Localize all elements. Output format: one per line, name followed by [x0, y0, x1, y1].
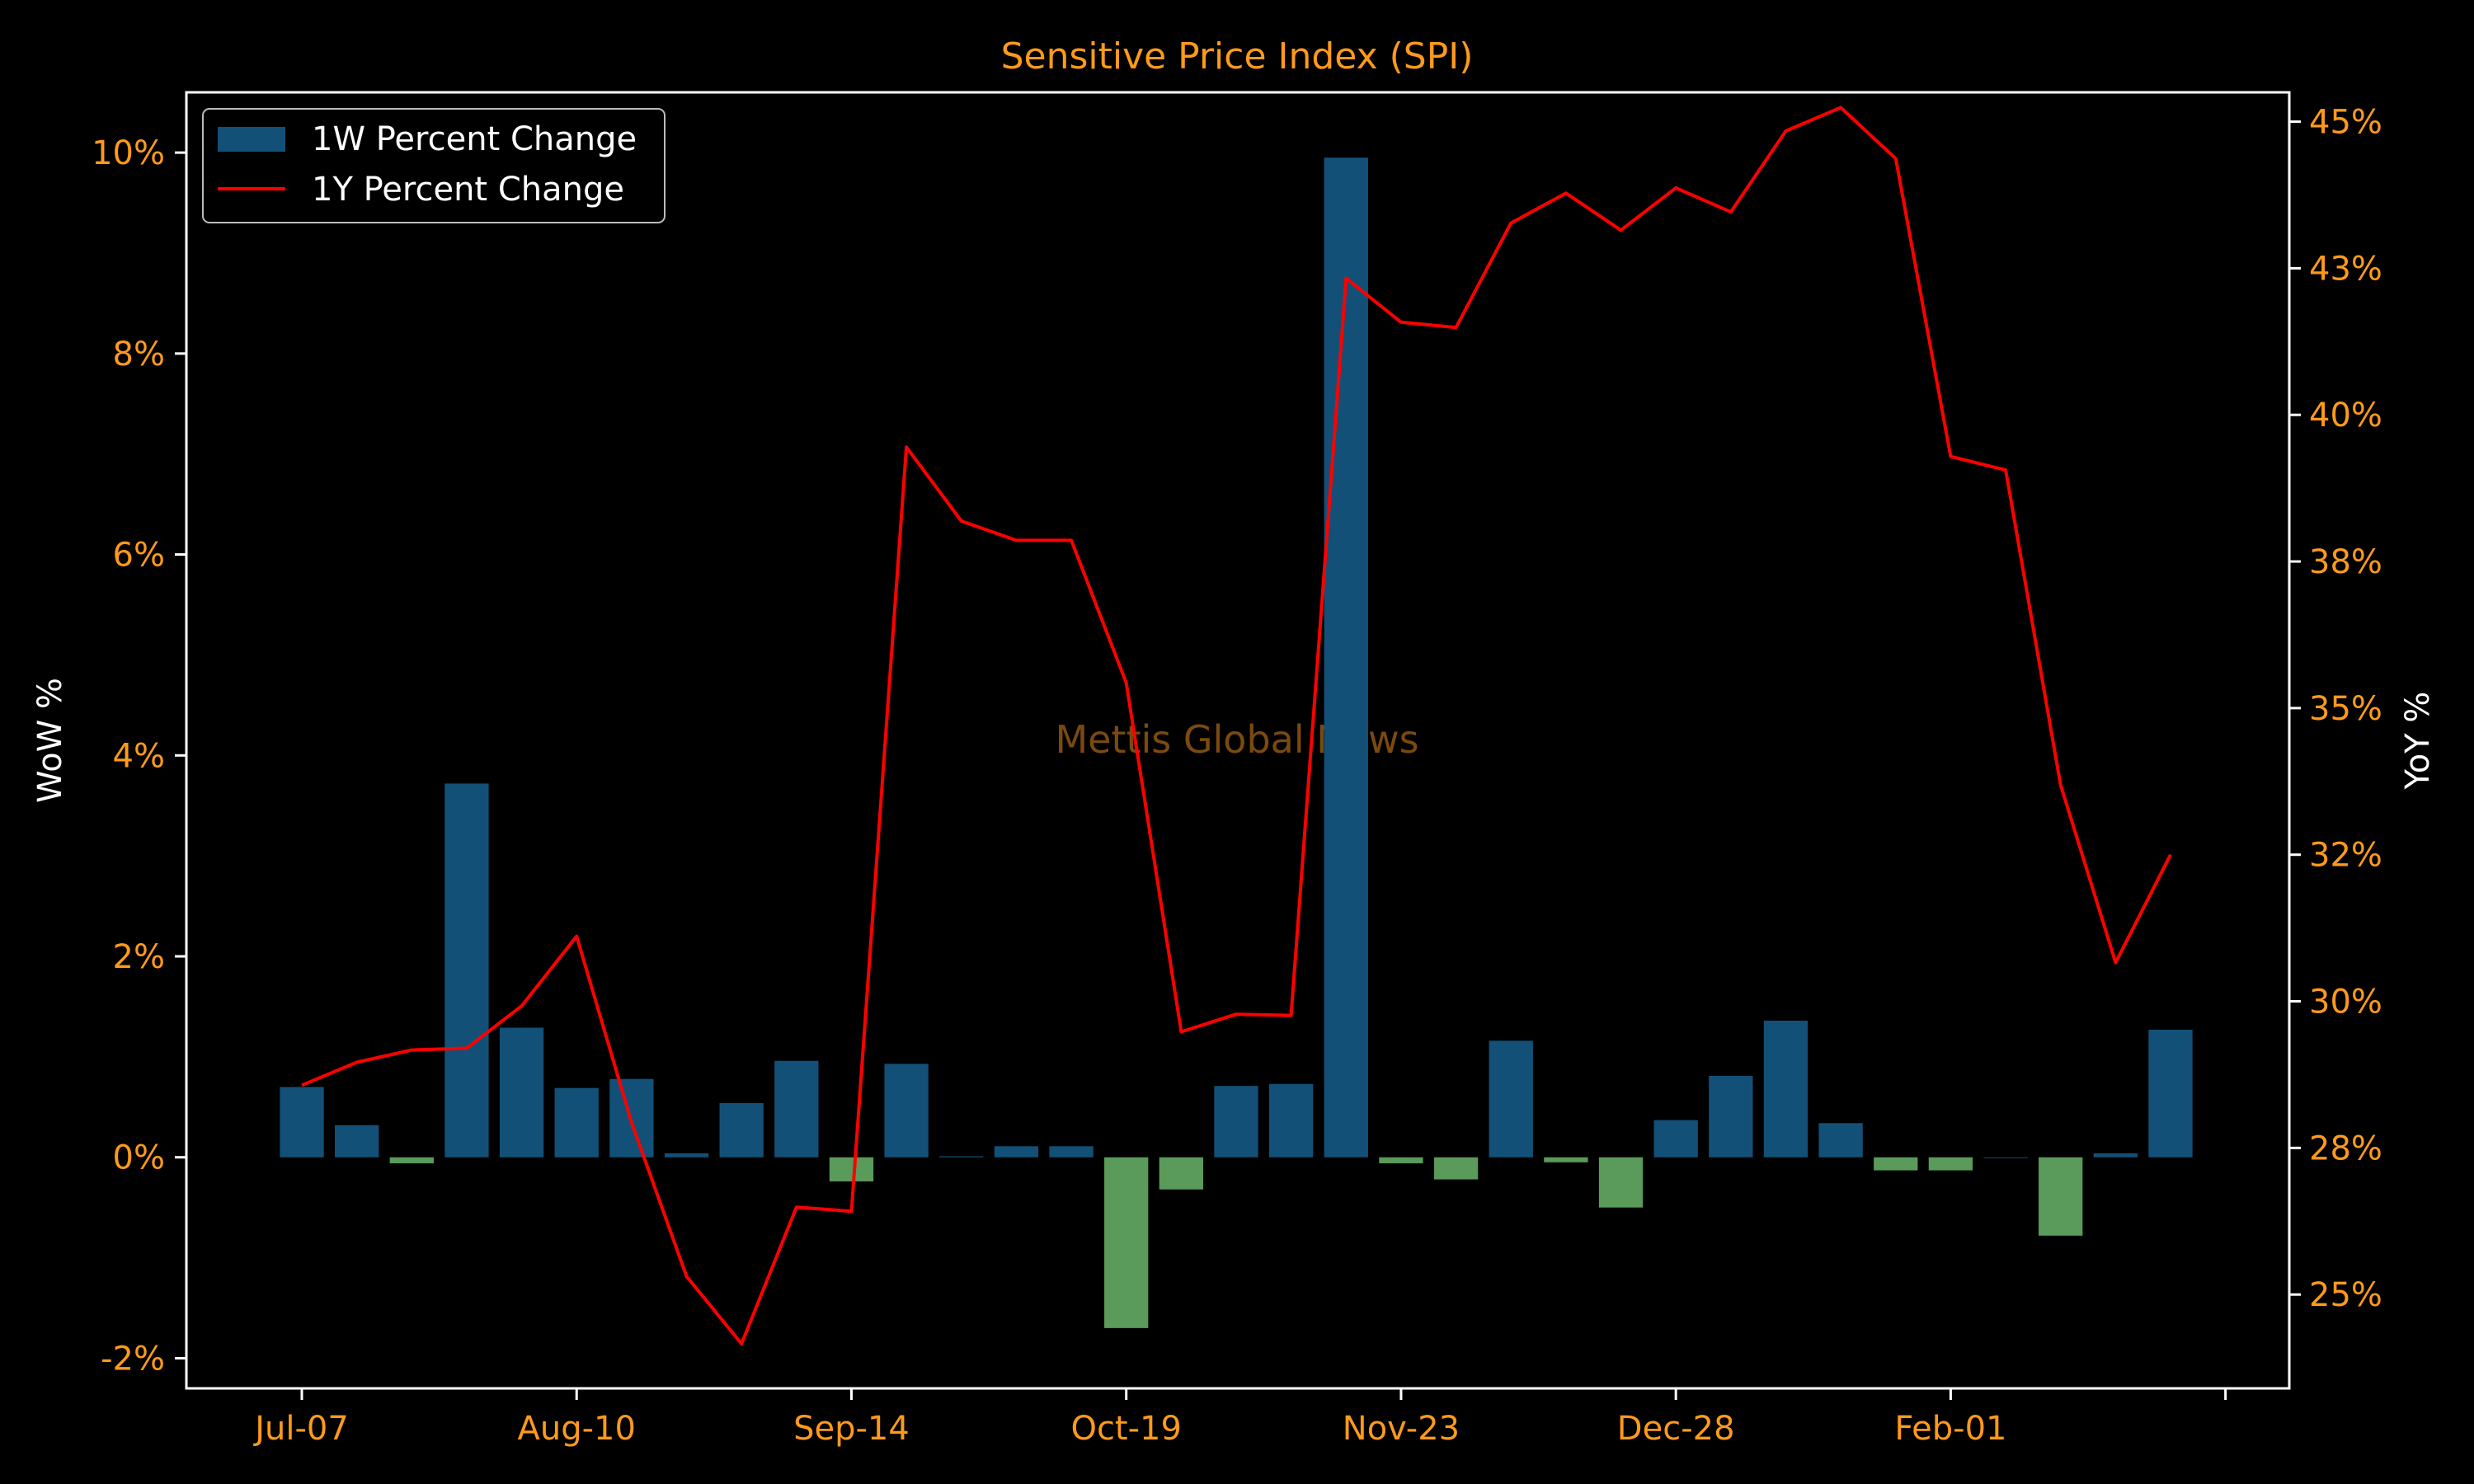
left-axis-ticks: -2% 0% 2% 4% 6% 8% 10% [92, 134, 186, 1378]
x-tick-label-2: Sep-14 [793, 1410, 910, 1448]
bar-18 [1268, 1083, 1314, 1158]
bar-2 [389, 1157, 434, 1164]
right-tick-label-4: 35% [2309, 690, 2382, 728]
bar-28 [1818, 1123, 1863, 1158]
bar-15 [1104, 1157, 1149, 1328]
bar-13 [994, 1146, 1039, 1158]
right-tick-label-7: 43% [2309, 250, 2382, 288]
bar-32 [2039, 1157, 2083, 1236]
bar-22 [1489, 1040, 1533, 1158]
bar-1 [334, 1125, 379, 1158]
left-tick-label-6: 10% [92, 134, 165, 172]
left-tick-label-3: 4% [113, 737, 165, 775]
right-axis-label: YoY % [2399, 692, 2437, 791]
left-axis-label: WoW % [31, 678, 69, 803]
right-tick-label-1: 28% [2309, 1129, 2382, 1167]
bar-16 [1159, 1157, 1204, 1190]
bar-5 [554, 1087, 599, 1158]
right-tick-label-6: 40% [2309, 397, 2382, 434]
right-tick-label-2: 30% [2309, 984, 2382, 1021]
bar-27 [1763, 1020, 1808, 1158]
x-tick-label-1: Aug-10 [518, 1410, 636, 1448]
x-tick-label-5: Dec-28 [1617, 1410, 1735, 1448]
left-tick-label-0: -2% [101, 1340, 165, 1378]
bar-10 [829, 1157, 874, 1181]
bar-26 [1709, 1076, 1753, 1158]
bar-0 [280, 1087, 324, 1158]
x-tick-label-0: Jul-07 [252, 1410, 349, 1448]
bar-34 [2148, 1029, 2193, 1158]
line-series-group [301, 106, 2172, 1345]
bar-9 [774, 1060, 819, 1158]
right-tick-label-0: 25% [2309, 1276, 2382, 1314]
legend: 1W Percent Change 1Y Percent Change [202, 108, 666, 223]
bar-25 [1653, 1120, 1698, 1158]
right-axis-ticks: 25% 28% 30% 32% 35% 38% 40% 43% 45% [2289, 104, 2382, 1314]
right-tick-label-8: 45% [2309, 104, 2382, 142]
bar-7 [664, 1153, 709, 1158]
legend-label-line: 1Y Percent Change [312, 171, 624, 209]
right-tick-label-3: 32% [2309, 837, 2382, 875]
bar-21 [1433, 1157, 1479, 1180]
legend-box [202, 108, 666, 223]
x-tick-label-6: Feb-01 [1894, 1410, 2006, 1448]
left-tick-label-2: 2% [113, 938, 165, 976]
bar-4 [499, 1027, 544, 1158]
legend-label-bar: 1W Percent Change [312, 120, 637, 158]
line-series-1y [301, 106, 2172, 1345]
bar-30 [1928, 1157, 1973, 1171]
x-tick-label-3: Oct-19 [1070, 1410, 1182, 1448]
bar-33 [2093, 1153, 2138, 1158]
legend-bar-swatch [218, 127, 285, 152]
bar-14 [1049, 1146, 1094, 1158]
plot-frame [185, 91, 2291, 1390]
bar-8 [719, 1102, 764, 1158]
bar-12 [939, 1156, 984, 1158]
bar-20 [1379, 1157, 1423, 1164]
chart-title: Sensitive Price Index (SPI) [1001, 35, 1474, 77]
bar-17 [1214, 1086, 1258, 1158]
bar-23 [1544, 1157, 1588, 1162]
bar-29 [1874, 1157, 1918, 1171]
left-tick-label-5: 8% [113, 336, 165, 373]
bar-11 [884, 1064, 929, 1158]
x-axis-ticks: Jul-07 Aug-10 Sep-14 Oct-19 Nov-23 Dec-28 Feb-… [252, 1388, 2227, 1448]
right-tick-label-5: 38% [2309, 543, 2382, 581]
left-tick-label-4: 6% [113, 537, 165, 575]
bar-3 [444, 783, 489, 1158]
bar-19 [1324, 157, 1368, 1158]
x-tick-label-4: Nov-23 [1343, 1410, 1460, 1448]
left-tick-label-1: 0% [113, 1139, 165, 1177]
bar-24 [1598, 1157, 1644, 1208]
